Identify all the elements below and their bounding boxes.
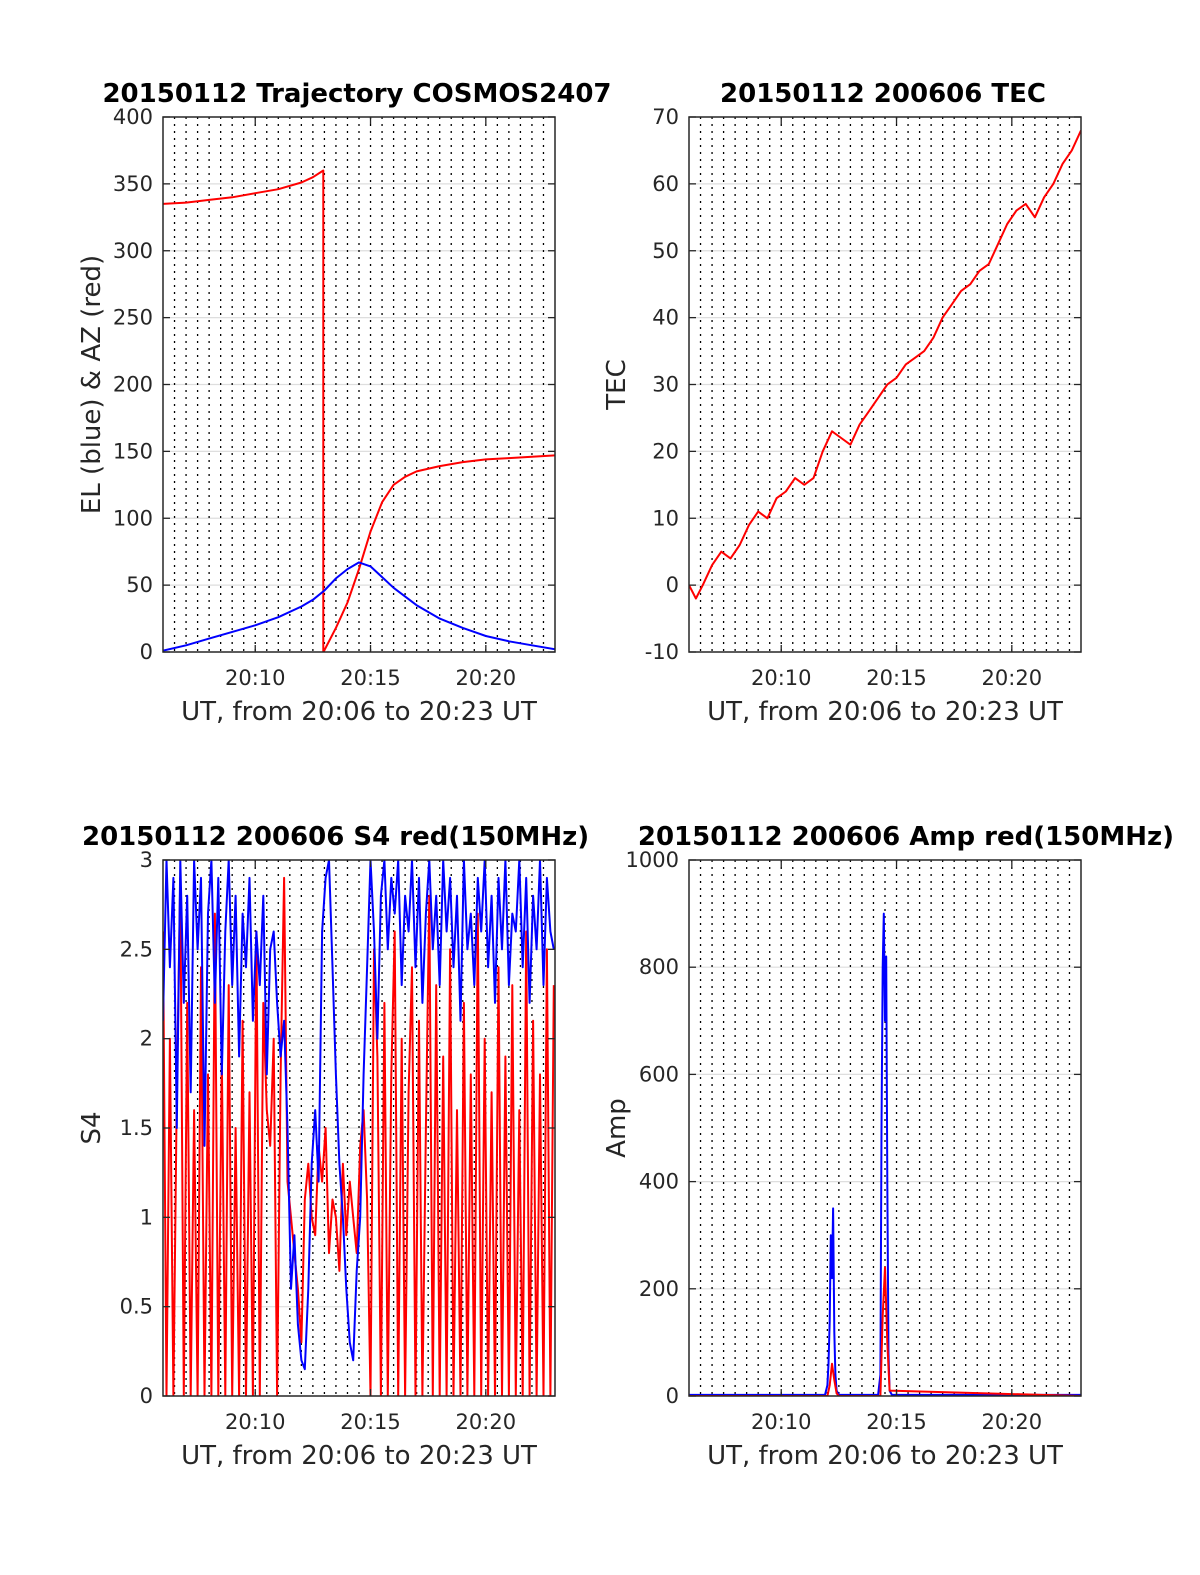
- y-tick-label: 0: [140, 1384, 153, 1408]
- y-tick-label: 2: [140, 1027, 153, 1051]
- y-axis-label: TEC: [602, 359, 632, 410]
- chart-title: 20150112 200606 S4 red(150MHz): [82, 822, 589, 852]
- y-tick-label: 400: [113, 105, 153, 129]
- y-tick-label: 50: [652, 239, 679, 263]
- chart-title: 20150112 Trajectory COSMOS2407: [102, 79, 611, 109]
- x-tick-label: 20:20: [982, 666, 1043, 690]
- y-axis-label: Amp: [602, 1098, 632, 1158]
- y-tick-label: 40: [652, 306, 679, 330]
- y-tick-label: 2.5: [120, 937, 153, 961]
- series-line-1: [163, 169, 555, 652]
- x-tick-label: 20:15: [340, 1410, 401, 1434]
- chart-title: 20150112 200606 TEC: [720, 79, 1046, 109]
- y-tick-label: -10: [645, 640, 679, 664]
- x-tick-label: 20:20: [456, 1410, 517, 1434]
- x-tick-label: 20:10: [751, 1410, 812, 1434]
- y-tick-label: 0: [666, 1384, 679, 1408]
- y-tick-label: 200: [639, 1277, 679, 1301]
- x-tick-label: 20:15: [340, 666, 401, 690]
- series-line-2: [163, 860, 555, 1371]
- x-tick-label: 20:10: [225, 666, 286, 690]
- y-tick-label: 300: [113, 239, 153, 263]
- series-line-2: [163, 561, 555, 652]
- y-tick-label: 600: [639, 1062, 679, 1086]
- x-tick-label: 20:10: [751, 666, 812, 690]
- y-tick-label: 1000: [626, 848, 679, 872]
- x-axis-label: UT, from 20:06 to 20:23 UT: [707, 697, 1063, 727]
- x-tick-label: 20:15: [866, 666, 927, 690]
- chart-panel-1: 0 50 100 150 200 250 300 350 400 20:10 20:15 20:20 2…: [77, 79, 612, 727]
- chart-panel-3: 0 0.5 1 1.5 2 2.5 3 20:10 20:15 20:20 20150112 200…: [77, 822, 589, 1471]
- chart-title: 20150112 200606 Amp red(150MHz): [638, 822, 1174, 852]
- y-tick-label: 150: [113, 439, 153, 463]
- series-line-2: [689, 1266, 1081, 1396]
- chart-panel-2: -10 0 10 20 30 40 50 60 70 20:10 20:15 20:20 2015011…: [602, 79, 1082, 727]
- x-axis-label: UT, from 20:06 to 20:23 UT: [181, 1441, 537, 1471]
- y-axis-label: EL (blue) & AZ (red): [77, 255, 107, 514]
- y-tick-label: 3: [140, 848, 153, 872]
- x-tick-label: 20:10: [225, 1410, 286, 1434]
- y-axis-label: S4: [77, 1111, 107, 1144]
- y-tick-label: 200: [113, 373, 153, 397]
- y-tick-label: 0.5: [120, 1295, 153, 1319]
- x-tick-label: 20:20: [982, 1410, 1043, 1434]
- y-tick-label: 250: [113, 306, 153, 330]
- y-tick-label: 50: [126, 573, 153, 597]
- series-line-1: [163, 876, 555, 1396]
- y-tick-label: 0: [140, 640, 153, 664]
- y-tick-label: 100: [113, 506, 153, 530]
- x-tick-label: 20:15: [866, 1410, 927, 1434]
- y-tick-label: 350: [113, 172, 153, 196]
- y-tick-label: 10: [652, 506, 679, 530]
- y-tick-label: 1.5: [120, 1116, 153, 1140]
- series-line-1: [689, 129, 1081, 600]
- y-tick-label: 800: [639, 955, 679, 979]
- x-axis-label: UT, from 20:06 to 20:23 UT: [181, 697, 537, 727]
- y-tick-label: 400: [639, 1170, 679, 1194]
- y-tick-label: 20: [652, 439, 679, 463]
- plot-frame: [688, 859, 1082, 1397]
- x-tick-label: 20:20: [456, 666, 517, 690]
- series-line-1: [689, 912, 1081, 1396]
- y-tick-label: 1: [140, 1205, 153, 1229]
- chart-panel-4: 0 200 400 600 800 1000 20:10 20:15 20:20 20150112…: [602, 822, 1174, 1471]
- y-tick-label: 0: [666, 573, 679, 597]
- x-axis-label: UT, from 20:06 to 20:23 UT: [707, 1441, 1063, 1471]
- y-tick-label: 70: [652, 105, 679, 129]
- y-tick-label: 60: [652, 172, 679, 196]
- y-tick-label: 30: [652, 373, 679, 397]
